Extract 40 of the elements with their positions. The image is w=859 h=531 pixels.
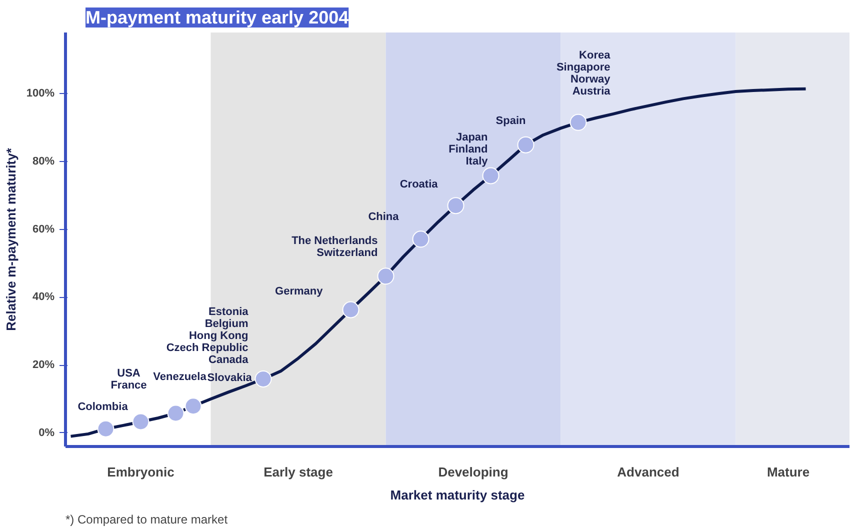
annotation: The Netherlands Switzerland: [292, 235, 378, 260]
annotation: Estonia Belgium Hong Kong Czech Republic Canada: [166, 306, 250, 366]
annotation: USA France: [110, 368, 147, 392]
point: [377, 268, 394, 285]
y-tick-label: 0%: [38, 426, 55, 439]
point: [132, 413, 150, 430]
annotation: Spain: [496, 114, 526, 127]
point: [184, 398, 202, 415]
y-tick-label: 60%: [32, 223, 55, 236]
y-tick-label: 100%: [26, 88, 55, 100]
annotation: Japan Finland Italy: [448, 132, 489, 168]
annotation: Germany: [275, 286, 324, 298]
text: Embryonic: [107, 464, 174, 480]
point: [447, 197, 464, 214]
point: [482, 167, 500, 184]
point: [254, 370, 272, 388]
point: [167, 404, 184, 422]
point: [412, 230, 430, 248]
line-series: [69, 87, 808, 438]
annotation: Slovakia: [207, 372, 253, 384]
x-axis-title: Market maturity stage: [390, 488, 525, 502]
chart-title: M-payment maturity early 2004: [86, 8, 349, 28]
text: Mature: [766, 464, 810, 480]
point: [342, 301, 360, 318]
annotation: Korea Singapore Norway Austria: [556, 49, 612, 98]
annotation: China: [368, 211, 400, 224]
point: [97, 420, 114, 438]
point: [570, 114, 587, 131]
point: [517, 136, 534, 154]
text: Advanced: [617, 464, 680, 480]
annotation: Croatia: [400, 178, 439, 191]
y-axis-title: Relative m-payment maturity*: [3, 147, 18, 331]
y-tick-label: 20%: [32, 359, 55, 372]
text: Developing: [438, 464, 508, 480]
annotation: Venezuela: [153, 371, 208, 384]
text: Early stage: [264, 464, 333, 480]
text: *) Compared to mature market: [66, 512, 228, 526]
y-tick-label: 40%: [32, 291, 55, 304]
annotation: Colombia: [78, 400, 129, 413]
y-tick-label: 80%: [32, 155, 55, 168]
